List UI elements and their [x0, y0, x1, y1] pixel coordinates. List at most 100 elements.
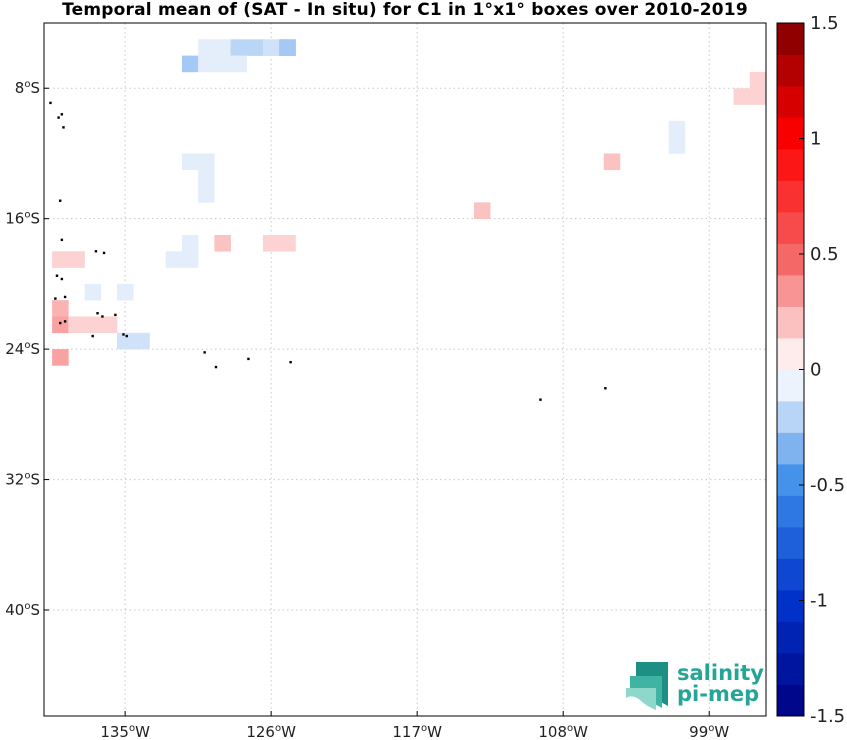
lat-tick-label: 8oS	[15, 79, 40, 97]
data-box	[133, 332, 150, 350]
island	[94, 250, 98, 253]
lon-tick-label: 108oW	[538, 723, 588, 740]
map-plot-area: 135oW 126oW 117oW 108oW 99oW 8oS 16oS 24oS 32oS…	[5, 22, 767, 740]
island	[54, 297, 57, 300]
island	[214, 365, 218, 369]
island	[55, 274, 59, 277]
gridlines	[44, 23, 766, 716]
island	[604, 387, 607, 390]
logo-line1: salinity	[677, 661, 764, 685]
data-box	[749, 71, 766, 89]
colorbar-cell	[777, 212, 804, 244]
lat-tick-label: 24oS	[5, 340, 40, 358]
colorbar-cell	[777, 401, 804, 433]
colorbar-cell	[777, 558, 804, 591]
data-box	[52, 300, 69, 317]
data-box	[100, 316, 118, 334]
colorbar-ticks: 1.5 1 0.5 0 -0.5 -1 -1.5	[799, 13, 845, 727]
colorbar-cell	[777, 275, 804, 307]
island	[102, 251, 106, 255]
data-box	[246, 39, 264, 56]
data-box	[198, 186, 215, 203]
data-box	[214, 39, 231, 56]
colorbar-cells	[777, 23, 804, 717]
data-box	[181, 153, 199, 171]
data-box	[279, 234, 296, 252]
longitude-ticks: 135oW 126oW 117oW 108oW 99oW	[100, 711, 729, 740]
island	[49, 101, 52, 105]
colorbar-cell	[777, 432, 804, 465]
salinity-pimep-logo: salinity pi-mep	[626, 661, 764, 710]
colorbar-cell	[777, 527, 804, 559]
data-box	[198, 55, 215, 73]
data-boxes	[52, 39, 766, 366]
colorbar-cell	[777, 684, 804, 717]
data-box	[263, 39, 280, 56]
island	[62, 126, 65, 129]
data-box	[603, 153, 621, 171]
colorbar-cell	[777, 243, 804, 276]
map-background	[44, 23, 766, 716]
island	[60, 277, 64, 281]
island	[247, 357, 250, 361]
colorbar-cell	[777, 306, 804, 339]
colorbar-cell	[777, 86, 804, 118]
island	[91, 334, 94, 338]
colorbar-cell	[777, 590, 804, 622]
lon-tick-label: 135oW	[100, 723, 150, 740]
colorbar-cell	[777, 495, 804, 528]
colorbar-cell	[777, 117, 804, 150]
data-box	[68, 316, 85, 334]
data-box	[279, 39, 296, 56]
colorbar-tick-label: -0.5	[810, 475, 845, 496]
island	[96, 312, 99, 315]
island	[289, 360, 292, 364]
colorbar-tick-label: 1.5	[810, 13, 839, 34]
data-box	[198, 39, 215, 56]
lat-tick-label: 40oS	[5, 601, 40, 619]
latitude-ticks: 8oS 16oS 24oS 32oS 40oS	[5, 79, 49, 619]
island	[203, 351, 206, 354]
data-box	[181, 234, 199, 252]
data-box	[181, 55, 199, 73]
colorbar: 1.5 1 0.5 0 -0.5 -1 -1.5	[776, 13, 845, 727]
data-box	[749, 88, 766, 105]
colorbar-cell	[777, 653, 804, 685]
lon-tick-label: 117oW	[392, 723, 442, 740]
data-box	[230, 55, 248, 73]
colorbar-tick-label: 0.5	[810, 244, 839, 265]
colorbar-cell	[777, 149, 804, 181]
island	[59, 199, 62, 202]
island	[125, 334, 128, 338]
data-box	[52, 316, 69, 334]
data-box	[52, 251, 69, 268]
data-box	[733, 88, 751, 105]
data-box	[68, 251, 85, 268]
colorbar-tick-label: -1.5	[810, 706, 845, 727]
data-box	[214, 55, 231, 73]
colorbar-cell	[777, 54, 804, 87]
data-box	[263, 234, 280, 252]
island	[57, 116, 60, 119]
data-box	[198, 169, 215, 187]
lon-tick-label: 126oW	[246, 723, 296, 740]
colorbar-cell	[777, 369, 804, 402]
colorbar-cell	[777, 180, 804, 213]
data-box	[181, 251, 199, 268]
data-box	[84, 283, 102, 301]
island	[60, 113, 64, 116]
data-box	[52, 349, 69, 366]
lon-tick-label: 99oW	[689, 723, 729, 740]
colorbar-tick-label: 1	[810, 129, 821, 150]
island	[114, 313, 117, 317]
map-frame	[43, 22, 767, 717]
data-box	[198, 153, 215, 171]
colorbar-tick-label: -1	[810, 591, 828, 612]
data-box	[117, 332, 134, 350]
data-box	[473, 202, 491, 219]
data-box	[668, 137, 686, 154]
island	[101, 315, 104, 318]
data-box	[668, 120, 686, 138]
colorbar-cell	[777, 464, 804, 496]
